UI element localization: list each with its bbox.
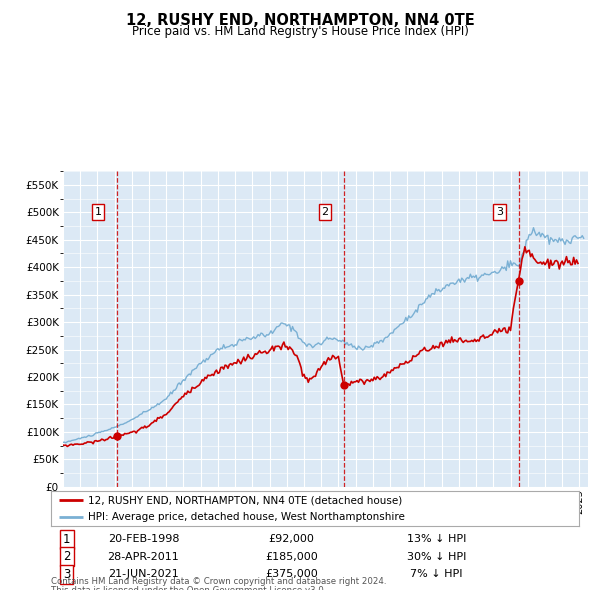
Text: 30% ↓ HPI: 30% ↓ HPI	[407, 552, 466, 562]
Text: 21-JUN-2021: 21-JUN-2021	[108, 569, 179, 579]
Text: 28-APR-2011: 28-APR-2011	[107, 552, 179, 562]
Text: £92,000: £92,000	[268, 534, 314, 544]
Text: 12, RUSHY END, NORTHAMPTON, NN4 0TE (detached house): 12, RUSHY END, NORTHAMPTON, NN4 0TE (det…	[88, 496, 402, 506]
Text: 2: 2	[322, 207, 329, 217]
Text: 13% ↓ HPI: 13% ↓ HPI	[407, 534, 466, 544]
Text: 1: 1	[94, 207, 101, 217]
Text: Price paid vs. HM Land Registry's House Price Index (HPI): Price paid vs. HM Land Registry's House …	[131, 25, 469, 38]
Text: 2: 2	[63, 550, 71, 563]
Text: 3: 3	[63, 568, 71, 581]
Text: 1: 1	[63, 533, 71, 546]
Text: £375,000: £375,000	[265, 569, 317, 579]
Text: 3: 3	[496, 207, 503, 217]
Text: £185,000: £185,000	[265, 552, 317, 562]
Text: 12, RUSHY END, NORTHAMPTON, NN4 0TE: 12, RUSHY END, NORTHAMPTON, NN4 0TE	[125, 13, 475, 28]
Text: 20-FEB-1998: 20-FEB-1998	[107, 534, 179, 544]
Text: 7% ↓ HPI: 7% ↓ HPI	[410, 569, 463, 579]
Text: HPI: Average price, detached house, West Northamptonshire: HPI: Average price, detached house, West…	[88, 512, 405, 522]
Text: This data is licensed under the Open Government Licence v3.0.: This data is licensed under the Open Gov…	[51, 586, 326, 590]
Text: Contains HM Land Registry data © Crown copyright and database right 2024.: Contains HM Land Registry data © Crown c…	[51, 577, 386, 586]
